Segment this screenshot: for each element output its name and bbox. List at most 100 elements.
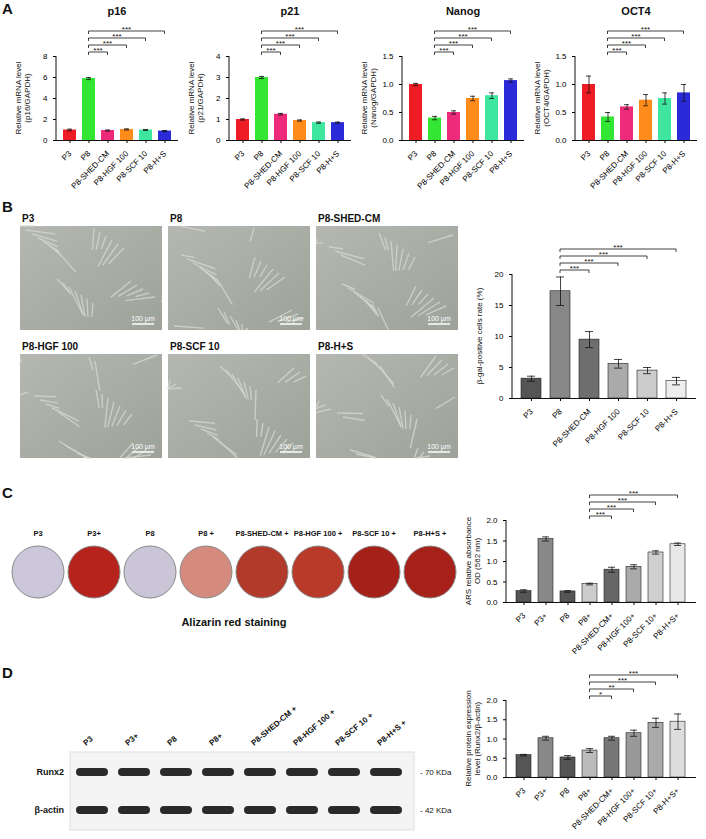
svg-text:10: 10	[495, 332, 504, 341]
svg-text:***: ***	[449, 39, 458, 48]
svg-text:100 µm: 100 µm	[279, 443, 303, 451]
svg-text:*: *	[599, 690, 602, 699]
svg-text:***: ***	[629, 669, 638, 678]
svg-text:P8-SCF 10+: P8-SCF 10+	[622, 611, 660, 649]
svg-text:Relative mRNA level(Nanog/GAPD: Relative mRNA level(Nanog/GAPDH)	[360, 61, 378, 134]
svg-text:5: 5	[499, 363, 504, 372]
svg-text:P3+: P3+	[533, 786, 550, 803]
svg-text:P3+: P3+	[124, 731, 141, 747]
svg-text:D: D	[2, 664, 13, 681]
svg-text:Relative mRNA level(p21/GAPDH): Relative mRNA level(p21/GAPDH)	[187, 61, 205, 134]
svg-text:0: 0	[43, 136, 48, 145]
svg-text:100 µm: 100 µm	[131, 315, 155, 323]
svg-text:***: ***	[629, 489, 638, 498]
svg-text:8: 8	[43, 52, 48, 61]
svg-text:0.0: 0.0	[555, 136, 567, 145]
svg-text:P3+: P3+	[87, 529, 101, 538]
svg-text:***: ***	[613, 243, 622, 252]
svg-text:***: ***	[458, 32, 467, 41]
svg-text:P8-H+S: P8-H+S	[653, 407, 679, 433]
svg-text:100 µm: 100 µm	[131, 443, 155, 451]
svg-text:P8-H+S +: P8-H+S +	[414, 529, 448, 538]
svg-text:P8-SHED-CM: P8-SHED-CM	[318, 213, 380, 224]
svg-text:C: C	[2, 484, 13, 501]
svg-text:ARS relative absorbanceOD (562: ARS relative absorbanceOD (562 nm)	[464, 516, 482, 605]
svg-text:P3: P3	[22, 213, 35, 224]
svg-text:20: 20	[495, 270, 504, 279]
svg-text:1.5: 1.5	[486, 537, 498, 546]
svg-text:A: A	[2, 0, 13, 17]
svg-text:***: ***	[618, 676, 627, 685]
svg-text:0.5: 0.5	[555, 108, 567, 117]
svg-text:Alizarin red staining: Alizarin red staining	[181, 616, 286, 628]
svg-text:***: ***	[295, 25, 304, 34]
svg-text:P8-H+S: P8-H+S	[488, 149, 514, 175]
svg-text:P8-H+S: P8-H+S	[661, 149, 687, 175]
svg-text:***: ***	[439, 46, 448, 55]
svg-text:P8+: P8+	[577, 611, 594, 628]
svg-text:P8-HGF 100: P8-HGF 100	[584, 407, 623, 446]
svg-text:***: ***	[596, 510, 605, 519]
svg-text:***: ***	[631, 32, 640, 41]
svg-text:P8: P8	[550, 407, 564, 421]
svg-text:2.0: 2.0	[486, 516, 498, 525]
svg-text:0.5: 0.5	[486, 578, 498, 587]
svg-text:100 µm: 100 µm	[427, 315, 451, 323]
svg-text:***: ***	[266, 46, 275, 55]
svg-text:P8: P8	[425, 149, 439, 163]
svg-text:4: 4	[43, 94, 48, 103]
svg-text:P8: P8	[598, 149, 612, 163]
svg-text:P8: P8	[170, 213, 183, 224]
svg-text:Nanog: Nanog	[446, 5, 480, 17]
svg-text:p21: p21	[281, 5, 300, 17]
svg-text:***: ***	[468, 25, 477, 34]
svg-text:B: B	[2, 198, 13, 215]
svg-text:0: 0	[499, 394, 504, 403]
svg-text:P8: P8	[558, 786, 572, 800]
svg-text:P8: P8	[252, 149, 266, 163]
svg-text:0.0: 0.0	[486, 773, 498, 782]
svg-text:- 70 KDa: - 70 KDa	[420, 768, 452, 777]
svg-text:2.0: 2.0	[486, 696, 498, 705]
svg-text:P3: P3	[82, 734, 96, 748]
svg-text:P3: P3	[521, 407, 535, 421]
svg-text:P8-SCF 10 +: P8-SCF 10 +	[352, 529, 396, 538]
svg-text:P8-H+S +: P8-H+S +	[376, 718, 409, 748]
svg-text:P8: P8	[145, 529, 154, 538]
svg-text:3: 3	[216, 73, 221, 82]
svg-text:1.0: 1.0	[555, 80, 567, 89]
svg-text:***: ***	[112, 32, 121, 41]
svg-text:P8: P8	[166, 734, 180, 748]
svg-text:1: 1	[216, 115, 221, 124]
svg-text:***: ***	[622, 39, 631, 48]
svg-text:**: **	[608, 683, 614, 692]
svg-text:0: 0	[216, 136, 221, 145]
svg-text:P3: P3	[233, 149, 247, 163]
svg-text:P8+: P8+	[577, 786, 594, 803]
svg-text:100 µm: 100 µm	[279, 315, 303, 323]
svg-text:P3: P3	[514, 786, 528, 800]
svg-text:P3+: P3+	[533, 611, 550, 628]
svg-text:0.5: 0.5	[382, 108, 394, 117]
svg-text:4: 4	[216, 52, 221, 61]
svg-text:- 42 KDa: - 42 KDa	[420, 806, 452, 815]
svg-text:P8: P8	[79, 149, 93, 163]
svg-text:***: ***	[584, 257, 593, 266]
svg-text:P3: P3	[514, 611, 528, 625]
svg-text:β-actin: β-actin	[35, 805, 65, 815]
svg-text:***: ***	[599, 250, 608, 259]
svg-text:β-gal-positive cells rate (%): β-gal-positive cells rate (%)	[475, 287, 484, 384]
svg-text:1.5: 1.5	[486, 715, 498, 724]
svg-text:Relative mRNA level(p16/GAPDH): Relative mRNA level(p16/GAPDH)	[14, 61, 32, 134]
svg-text:***: ***	[607, 503, 616, 512]
svg-text:***: ***	[618, 496, 627, 505]
svg-text:P8-SCF 10+: P8-SCF 10+	[622, 786, 660, 824]
svg-text:0.5: 0.5	[486, 754, 498, 763]
svg-text:6: 6	[43, 73, 48, 82]
svg-text:2: 2	[216, 94, 221, 103]
svg-text:1.0: 1.0	[382, 80, 394, 89]
svg-text:***: ***	[285, 32, 294, 41]
svg-text:1.5: 1.5	[555, 52, 567, 61]
svg-text:P3: P3	[579, 149, 593, 163]
svg-text:P8-HGF 100 +: P8-HGF 100 +	[294, 529, 343, 538]
